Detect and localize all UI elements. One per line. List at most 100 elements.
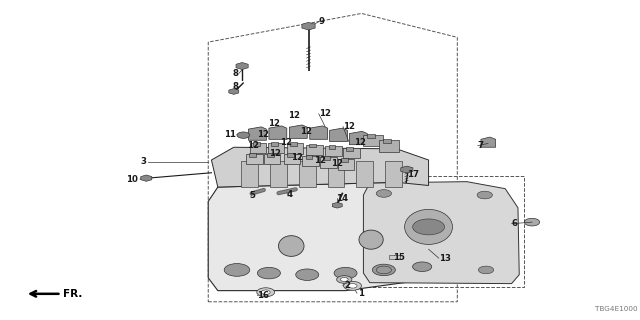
FancyBboxPatch shape: [250, 153, 256, 157]
Text: 12: 12: [343, 122, 355, 131]
Text: 11: 11: [224, 130, 236, 139]
FancyBboxPatch shape: [320, 157, 337, 168]
FancyBboxPatch shape: [253, 142, 260, 146]
FancyBboxPatch shape: [287, 143, 303, 154]
Ellipse shape: [278, 236, 304, 256]
Circle shape: [524, 218, 540, 226]
Polygon shape: [208, 182, 451, 291]
Text: 1: 1: [358, 289, 364, 298]
FancyBboxPatch shape: [302, 156, 319, 166]
Circle shape: [372, 264, 396, 276]
Polygon shape: [236, 62, 248, 69]
Polygon shape: [330, 128, 348, 141]
Text: 14: 14: [336, 194, 348, 203]
Text: 12: 12: [314, 156, 326, 165]
Text: 12: 12: [246, 141, 259, 150]
Text: 12: 12: [269, 149, 281, 158]
Circle shape: [340, 277, 348, 281]
FancyBboxPatch shape: [299, 161, 316, 188]
Text: 3: 3: [140, 157, 147, 166]
Circle shape: [376, 266, 392, 274]
FancyBboxPatch shape: [306, 145, 323, 155]
Circle shape: [257, 288, 275, 297]
FancyBboxPatch shape: [284, 154, 300, 164]
Ellipse shape: [359, 230, 383, 249]
Polygon shape: [401, 166, 413, 173]
Circle shape: [413, 219, 445, 235]
Text: 9: 9: [318, 17, 324, 26]
Text: 12: 12: [319, 109, 331, 118]
Circle shape: [334, 268, 357, 279]
Text: 15: 15: [393, 253, 404, 262]
FancyBboxPatch shape: [323, 156, 330, 160]
Circle shape: [337, 276, 352, 283]
Text: FR.: FR.: [63, 289, 83, 299]
FancyBboxPatch shape: [271, 142, 278, 146]
FancyBboxPatch shape: [241, 161, 258, 188]
FancyBboxPatch shape: [305, 155, 312, 159]
FancyBboxPatch shape: [346, 147, 353, 151]
FancyBboxPatch shape: [325, 146, 342, 156]
FancyBboxPatch shape: [385, 161, 402, 188]
FancyBboxPatch shape: [389, 255, 400, 260]
Text: 7: 7: [477, 141, 484, 150]
FancyBboxPatch shape: [341, 158, 348, 162]
FancyBboxPatch shape: [367, 134, 375, 138]
FancyBboxPatch shape: [328, 161, 344, 188]
Polygon shape: [141, 175, 152, 181]
Text: 12: 12: [280, 138, 292, 147]
Circle shape: [296, 269, 319, 280]
FancyBboxPatch shape: [380, 140, 399, 152]
Circle shape: [261, 290, 270, 294]
Text: 16: 16: [257, 291, 269, 300]
Text: 5: 5: [250, 191, 255, 200]
FancyBboxPatch shape: [268, 143, 284, 153]
Circle shape: [237, 132, 250, 138]
FancyBboxPatch shape: [364, 135, 383, 146]
Text: 17: 17: [408, 170, 420, 179]
FancyBboxPatch shape: [383, 139, 391, 143]
Text: 13: 13: [439, 254, 451, 263]
Polygon shape: [229, 89, 239, 94]
FancyBboxPatch shape: [270, 161, 287, 188]
FancyBboxPatch shape: [246, 154, 262, 164]
Polygon shape: [248, 127, 266, 140]
Text: 12: 12: [268, 119, 280, 128]
Text: 12: 12: [354, 138, 366, 147]
FancyBboxPatch shape: [328, 145, 335, 149]
Circle shape: [376, 190, 392, 197]
Text: 12: 12: [332, 159, 344, 168]
Text: 6: 6: [511, 219, 518, 228]
FancyBboxPatch shape: [309, 144, 316, 148]
Text: 12: 12: [257, 130, 269, 139]
Polygon shape: [310, 126, 328, 139]
Polygon shape: [364, 182, 519, 284]
Polygon shape: [269, 126, 287, 139]
FancyBboxPatch shape: [250, 143, 266, 153]
Circle shape: [478, 266, 493, 274]
FancyBboxPatch shape: [287, 153, 294, 157]
Text: 2: 2: [344, 281, 350, 290]
Text: 10: 10: [126, 175, 138, 184]
FancyBboxPatch shape: [268, 153, 274, 157]
Text: 12: 12: [300, 127, 312, 136]
FancyBboxPatch shape: [264, 154, 280, 164]
Polygon shape: [332, 202, 342, 208]
Text: 8: 8: [233, 82, 239, 91]
Text: 12: 12: [291, 153, 303, 162]
Circle shape: [348, 284, 357, 288]
FancyBboxPatch shape: [291, 142, 297, 146]
Polygon shape: [481, 137, 495, 147]
Circle shape: [477, 191, 492, 199]
Text: 8: 8: [233, 69, 239, 78]
Circle shape: [413, 262, 432, 271]
Ellipse shape: [404, 209, 452, 244]
Text: 4: 4: [287, 190, 293, 199]
Text: TBG4E1000: TBG4E1000: [595, 306, 638, 312]
Text: 12: 12: [288, 111, 300, 120]
Circle shape: [224, 264, 250, 276]
FancyBboxPatch shape: [343, 148, 360, 158]
FancyBboxPatch shape: [338, 159, 355, 170]
Polygon shape: [211, 147, 429, 187]
Circle shape: [344, 281, 362, 290]
